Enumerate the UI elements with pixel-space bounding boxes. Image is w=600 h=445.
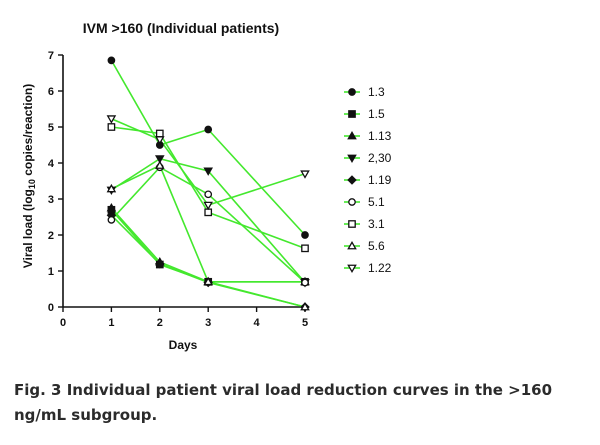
legend-item: 1.13 (344, 129, 392, 143)
series-line-1.13 (110, 207, 305, 283)
legend-marker (347, 131, 357, 140)
legend-marker (348, 198, 356, 206)
data-point-1.22 (154, 136, 165, 145)
y-tick-label: 4 (48, 158, 55, 170)
x-tick-label: 1 (108, 317, 114, 329)
data-point-1.22 (300, 170, 310, 179)
x-axis-label: Days (169, 338, 198, 352)
data-point-5.1 (107, 216, 116, 224)
legend-label: 1.19 (368, 173, 392, 187)
y-tick-label: 7 (48, 50, 54, 62)
legend-item: 2,30 (344, 151, 392, 165)
series-line-5.1 (110, 166, 306, 284)
axes: 0 1 2 3 4 5 6 7 0 1 2 3 4 5 (48, 50, 308, 329)
legend-item: 1.19 (344, 173, 392, 187)
data-point-1.22 (203, 201, 214, 211)
legend-marker (348, 220, 356, 228)
data-point-5.6 (154, 160, 165, 169)
data-point-1.3 (301, 231, 309, 239)
data-point-3.1 (107, 123, 116, 131)
series-line-1.19 (110, 214, 306, 308)
legend-marker (347, 241, 357, 250)
legend-label: 1.22 (368, 261, 392, 275)
chart-title: IVM >160 (Individual patients) (83, 20, 279, 36)
caption-label: Fig. 3 (14, 381, 62, 399)
series-line-5.6 (111, 164, 306, 308)
y-tick-label: 6 (48, 86, 54, 98)
legend-item: 1.3 (344, 85, 385, 99)
y-tick-label: 5 (48, 122, 54, 134)
data-point-1.3 (107, 56, 116, 65)
series-lines (110, 60, 306, 308)
y-axis-label: Viral load (log10 copies/reaction) (21, 84, 37, 269)
legend-label: 5.1 (368, 195, 385, 209)
legend-label: 1.13 (368, 129, 392, 143)
legend-label: 1.5 (368, 107, 385, 121)
caption-text: Individual patient viral load reduction … (14, 381, 553, 424)
data-point-5.6 (106, 183, 117, 193)
legend-item: 1.5 (344, 107, 385, 121)
data-point-5.1 (204, 190, 213, 199)
x-tick-label: 5 (302, 317, 308, 329)
legend-marker (348, 88, 356, 96)
data-point-5.1 (301, 278, 309, 287)
legend-marker (347, 154, 357, 163)
data-point-1.3 (204, 125, 213, 134)
legend-item: 5.6 (344, 239, 385, 253)
legend-label: 1.3 (368, 85, 385, 99)
legend-item: 1.22 (344, 261, 392, 275)
y-tick-label: 2 (48, 230, 54, 242)
y-tick-label: 1 (48, 266, 54, 278)
series-points (106, 56, 310, 312)
series-line-2,30 (110, 157, 306, 284)
y-axis-label-subscript: 10 (27, 179, 37, 189)
legend-marker (347, 264, 357, 273)
data-point-5.6 (203, 276, 214, 286)
y-tick-label: 0 (48, 302, 54, 314)
legend-item: 5.1 (344, 195, 385, 209)
data-point-1.13 (106, 203, 117, 212)
legend-label: 2,30 (368, 151, 392, 165)
series-line-1.5 (110, 209, 305, 283)
x-tick-label: 2 (157, 317, 163, 329)
series-line-1.3 (110, 60, 306, 236)
legend-item: 3.1 (344, 217, 385, 231)
legend-marker (348, 110, 356, 118)
x-tick-label: 3 (205, 317, 211, 329)
y-axis-label-prefix: Viral load (log (21, 189, 35, 268)
x-tick-label: 4 (254, 317, 261, 329)
legend-label: 5.6 (368, 239, 385, 253)
chart: IVM >160 (Individual patients) Viral loa… (21, 20, 392, 352)
svg-text:Viral load (log10 copies/react: Viral load (log10 copies/reaction) (21, 84, 37, 269)
y-tick-label: 3 (48, 194, 54, 206)
data-point-2,30 (154, 155, 165, 164)
legend-label: 3.1 (368, 217, 385, 231)
data-point-1.19 (155, 259, 165, 269)
data-point-3.1 (155, 129, 164, 138)
figure-caption: Fig. 3 Individual patient viral load red… (14, 378, 586, 428)
legend: 1.3 1.5 1.13 2,30 1.19 5.1 3.1 5.6 1.22 (344, 85, 392, 275)
legend-marker (347, 175, 357, 185)
data-point-2,30 (203, 167, 214, 176)
series-line-1.22 (111, 117, 306, 207)
data-point-5.6 (300, 302, 310, 311)
data-point-3.1 (301, 244, 309, 253)
y-axis-label-suffix: copies/reaction) (21, 84, 35, 179)
data-point-1.22 (106, 115, 117, 124)
x-tick-label: 0 (60, 317, 66, 329)
